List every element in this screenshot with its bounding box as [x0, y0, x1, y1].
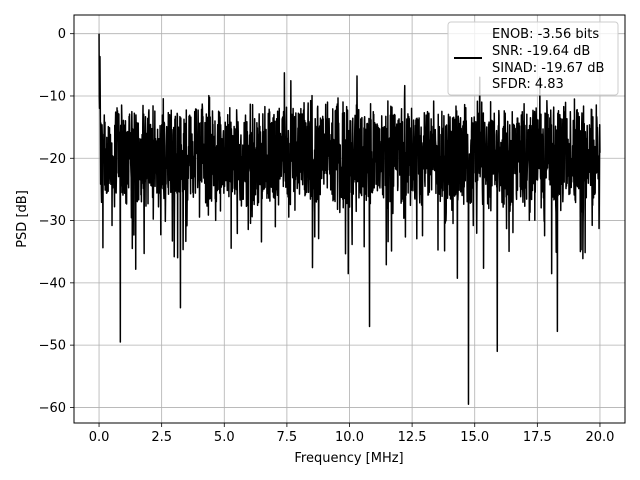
y-tick-label: −30 [39, 214, 66, 229]
x-tick-label: 5.0 [214, 430, 235, 445]
legend-entry-sfdr: SFDR: 4.83 [492, 77, 564, 92]
y-tick-label: −40 [39, 276, 66, 291]
data-area [98, 33, 601, 406]
x-tick-label: 7.5 [277, 430, 298, 445]
x-axis: 0.0 2.5 5.0 7.5 10.0 12.5 15.0 17.5 20.0 [89, 423, 614, 445]
x-tick-label: 10.0 [335, 430, 364, 445]
y-tick-label: −20 [39, 152, 66, 167]
y-tick-label: −60 [39, 401, 66, 416]
y-tick-label: 0 [58, 27, 66, 42]
x-axis-label: Frequency [MHz] [294, 451, 403, 466]
y-axis: 0 −10 −20 −30 −40 −50 −60 [39, 27, 74, 416]
x-tick-label: 15.0 [460, 430, 489, 445]
legend-box [447, 21, 619, 96]
psd-series-line [98, 33, 601, 406]
x-tick-label: 17.5 [523, 430, 552, 445]
legend-entry-enob: ENOB: -3.56 bits [492, 27, 599, 42]
x-tick-label: 2.5 [151, 430, 172, 445]
legend-entry-snr: SNR: -19.64 dB [492, 44, 590, 59]
y-tick-label: −50 [39, 339, 66, 354]
y-tick-label: −10 [39, 89, 66, 104]
x-tick-label: 0.0 [89, 430, 110, 445]
x-tick-label: 20.0 [585, 430, 614, 445]
legend-entry-sinad: SINAD: -19.67 dB [492, 61, 604, 76]
x-tick-label: 12.5 [398, 430, 427, 445]
legend: ENOB: -3.56 bits SNR: -19.64 dB SINAD: -… [447, 21, 619, 96]
y-axis-label: PSD [dB] [15, 190, 30, 248]
